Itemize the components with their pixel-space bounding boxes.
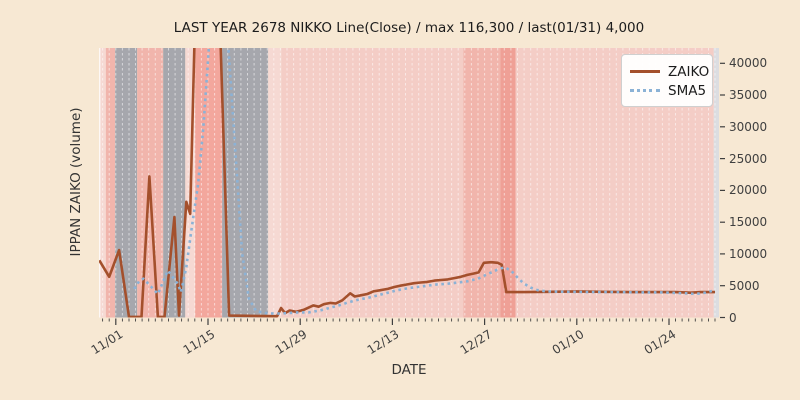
- y-tick-label: 30000: [729, 119, 768, 134]
- zaiko-line-swatch: [630, 70, 660, 73]
- y-tick-label: 40000: [729, 56, 768, 71]
- background-bands: [99, 48, 719, 318]
- y-tick-label: 15000: [729, 215, 768, 230]
- legend: ZAIKO SMA5: [621, 54, 713, 107]
- x-axis-label: DATE: [391, 362, 427, 378]
- y-tick-label: 25000: [729, 151, 768, 166]
- y-ticks: [720, 62, 725, 319]
- legend-label-sma5: SMA5: [668, 82, 707, 99]
- legend-entry-zaiko: ZAIKO: [630, 62, 709, 81]
- legend-label-zaiko: ZAIKO: [668, 63, 710, 80]
- chart-title: LAST YEAR 2678 NIKKO Line(Close) / max 1…: [173, 20, 645, 36]
- x-ticks: [102, 318, 716, 325]
- y-tick-label: 35000: [729, 88, 768, 103]
- series-lines: [99, 48, 716, 318]
- y-tick-label: 5000: [729, 278, 760, 293]
- legend-entry-sma5: SMA5: [630, 81, 707, 100]
- y-tick-label: 10000: [729, 246, 768, 261]
- y-tick-label: 20000: [729, 183, 768, 198]
- y-tick-label: 0: [729, 310, 737, 325]
- sma5-line-swatch: [630, 89, 660, 92]
